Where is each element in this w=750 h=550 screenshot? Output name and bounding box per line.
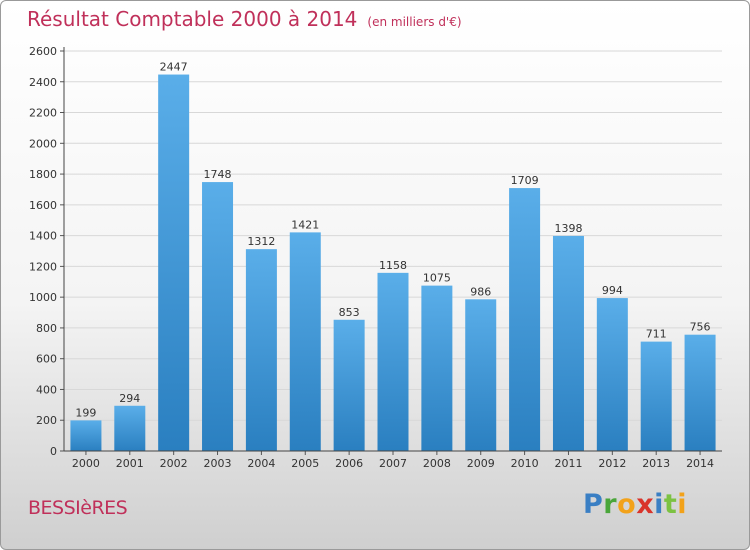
y-tick-label: 1200 xyxy=(29,260,57,273)
y-tick-label: 800 xyxy=(36,322,57,335)
x-tick-label: 2001 xyxy=(116,457,144,470)
data-label: 756 xyxy=(690,321,711,334)
data-label: 2447 xyxy=(160,61,188,74)
x-tick-label: 2006 xyxy=(335,457,363,470)
data-label: 1312 xyxy=(247,235,275,248)
bar-2003 xyxy=(202,182,234,452)
bar-2004 xyxy=(245,249,277,451)
data-label: 986 xyxy=(470,285,491,298)
y-tick-label: 0 xyxy=(50,445,57,458)
data-label: 853 xyxy=(339,306,360,319)
bar-2014 xyxy=(684,334,716,451)
x-tick-label: 2005 xyxy=(291,457,319,470)
x-tick-label: 2012 xyxy=(598,457,626,470)
bar-2012 xyxy=(596,298,628,451)
data-label: 1709 xyxy=(511,174,539,187)
commune-name: BESSIèRES xyxy=(28,497,128,519)
title-text: Résultat Comptable 2000 à 2014 xyxy=(27,7,358,31)
bar-2007 xyxy=(377,272,409,451)
y-tick-label: 1600 xyxy=(29,199,57,212)
y-tick-label: 1400 xyxy=(29,230,57,243)
bar-2008 xyxy=(421,285,453,451)
y-tick-label: 1000 xyxy=(29,291,57,304)
bar-2005 xyxy=(289,232,321,451)
bar-2006 xyxy=(333,319,365,451)
data-label: 1398 xyxy=(554,222,582,235)
x-tick-label: 2003 xyxy=(204,457,232,470)
data-label: 994 xyxy=(602,284,623,297)
x-tick-label: 2013 xyxy=(642,457,670,470)
unit-text: (en milliers d'€) xyxy=(367,15,462,29)
chart-title: Résultat Comptable 2000 à 2014 (en millie… xyxy=(27,7,462,31)
x-tick-label: 2010 xyxy=(511,457,539,470)
x-tick-label: 2007 xyxy=(379,457,407,470)
bar-2010 xyxy=(509,188,541,452)
x-tick-label: 2008 xyxy=(423,457,451,470)
y-tick-label: 600 xyxy=(36,353,57,366)
y-tick-label: 2200 xyxy=(29,107,57,120)
data-label: 1421 xyxy=(291,218,319,231)
data-label: 1158 xyxy=(379,259,407,272)
y-tick-label: 2000 xyxy=(29,137,57,150)
y-tick-label: 400 xyxy=(36,383,57,396)
bar-2000 xyxy=(70,420,102,451)
data-label: 1075 xyxy=(423,272,451,285)
x-tick-label: 2009 xyxy=(467,457,495,470)
x-tick-label: 2002 xyxy=(160,457,188,470)
data-label: 711 xyxy=(646,328,667,341)
y-tick-label: 1800 xyxy=(29,168,57,181)
bar-2002 xyxy=(158,74,190,452)
x-tick-label: 2000 xyxy=(72,457,100,470)
proxiti-logo: Proxiti xyxy=(583,489,688,520)
bar-2001 xyxy=(114,405,146,451)
x-tick-label: 2011 xyxy=(554,457,582,470)
data-label: 1748 xyxy=(204,168,232,181)
y-tick-label: 2400 xyxy=(29,76,57,89)
y-tick-label: 2600 xyxy=(29,45,57,58)
x-tick-label: 2004 xyxy=(247,457,275,470)
bar-2011 xyxy=(552,235,584,451)
bar-2009 xyxy=(465,299,497,451)
data-label: 294 xyxy=(119,392,140,405)
data-label: 199 xyxy=(75,406,96,419)
x-tick-label: 2014 xyxy=(686,457,714,470)
bar-2013 xyxy=(640,341,672,451)
y-tick-label: 200 xyxy=(36,414,57,427)
